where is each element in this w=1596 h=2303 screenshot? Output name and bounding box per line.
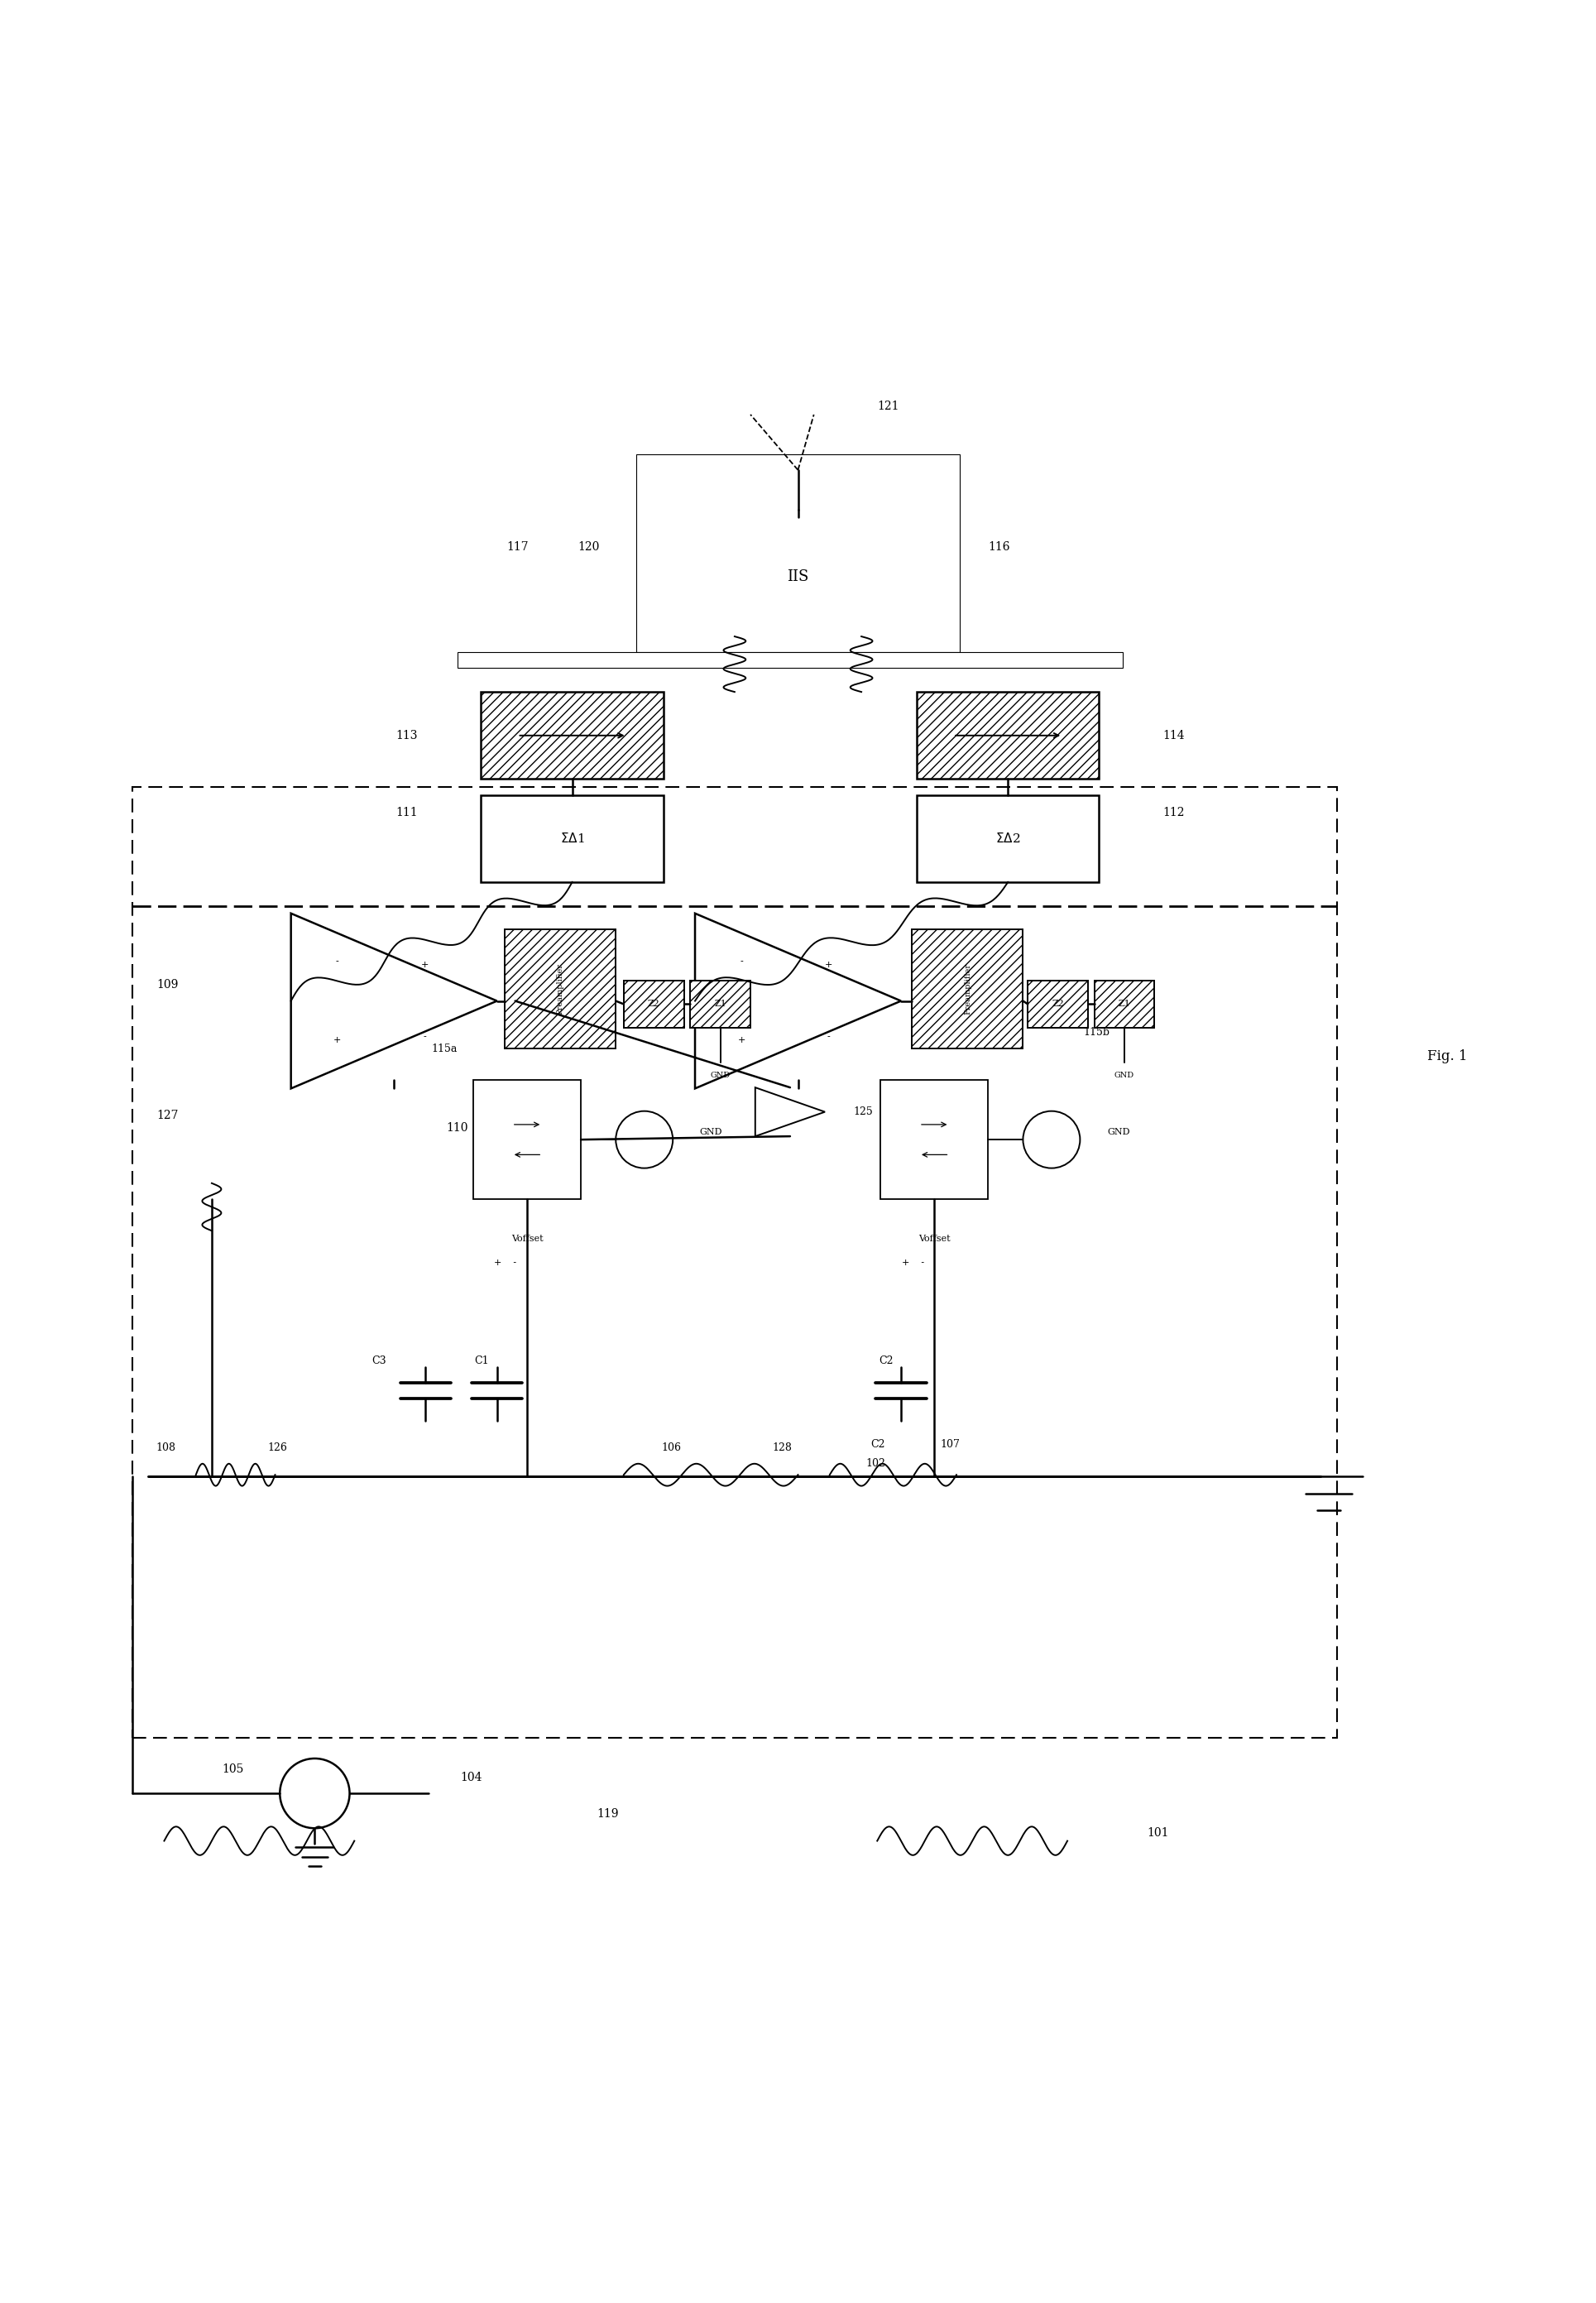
Polygon shape [694,914,902,1089]
Text: 120: 120 [578,541,600,553]
Text: $\Sigma\Delta$2: $\Sigma\Delta$2 [996,831,1020,845]
Text: 109: 109 [156,979,179,990]
Text: 125: 125 [854,1105,873,1117]
Text: 104: 104 [461,1771,482,1783]
Text: 121: 121 [878,401,899,412]
Bar [911,930,1023,1048]
Text: +: + [737,1036,745,1043]
Bar [916,691,1100,778]
Text: Z1: Z1 [1119,1000,1130,1009]
Text: C1: C1 [474,1354,488,1366]
Bar [472,1080,581,1200]
Text: IIS: IIS [787,569,809,585]
Text: 101: 101 [1146,1826,1168,1838]
Text: 102: 102 [865,1458,886,1469]
Bar [458,652,1124,668]
Polygon shape [290,914,496,1089]
Text: 114: 114 [1162,730,1184,742]
Text: GND: GND [699,1128,723,1135]
Text: GND: GND [1108,1128,1130,1135]
Bar [1028,981,1088,1027]
Text: 112: 112 [1162,806,1184,818]
Bar [672,518,924,636]
Text: C3: C3 [372,1354,386,1366]
Text: +: + [825,960,833,970]
Text: Voffset: Voffset [918,1234,950,1244]
Bar [132,788,1337,1739]
Text: Preamplifier: Preamplifier [557,963,563,1016]
Text: 113: 113 [396,730,418,742]
Text: +    -: + - [902,1257,924,1267]
Text: 119: 119 [597,1808,619,1819]
Text: -: - [741,958,742,965]
Text: C2: C2 [878,1354,894,1366]
Text: 105: 105 [222,1764,244,1776]
Text: 106: 106 [661,1442,681,1453]
Text: 115b: 115b [1084,1027,1109,1039]
Text: 128: 128 [772,1442,792,1453]
Text: Z2: Z2 [648,1000,659,1009]
Bar [689,981,750,1027]
Polygon shape [755,1087,825,1135]
Bar [480,795,664,882]
Text: +: + [334,1036,342,1043]
Text: +: + [421,960,429,970]
Text: 108: 108 [156,1442,176,1453]
Text: 126: 126 [267,1442,287,1453]
Text: Z1: Z1 [715,1000,726,1009]
Text: Fig. 1: Fig. 1 [1427,1050,1468,1064]
Text: $\Sigma\Delta$1: $\Sigma\Delta$1 [560,831,584,845]
Text: GND: GND [1114,1071,1135,1080]
Text: -: - [423,1032,426,1041]
Bar [916,795,1100,882]
Text: 110: 110 [447,1122,468,1133]
Text: Preamplifier: Preamplifier [964,963,972,1016]
Text: 107: 107 [940,1439,961,1451]
Text: -: - [335,958,338,965]
Text: 127: 127 [156,1110,179,1122]
Bar [504,930,616,1048]
Bar [881,1080,988,1200]
Bar [624,981,685,1027]
Text: -: - [827,1032,830,1041]
Bar [1095,981,1154,1027]
Text: 117: 117 [506,541,528,553]
Text: 111: 111 [396,806,418,818]
Text: Z2: Z2 [1052,1000,1065,1009]
Text: +    -: + - [495,1257,517,1267]
Text: GND: GND [710,1071,731,1080]
Text: 116: 116 [988,541,1010,553]
Text: Voffset: Voffset [511,1234,543,1244]
Text: 115a: 115a [431,1043,458,1055]
Text: C2: C2 [871,1439,886,1451]
Bar [637,454,959,652]
Bar [480,691,664,778]
